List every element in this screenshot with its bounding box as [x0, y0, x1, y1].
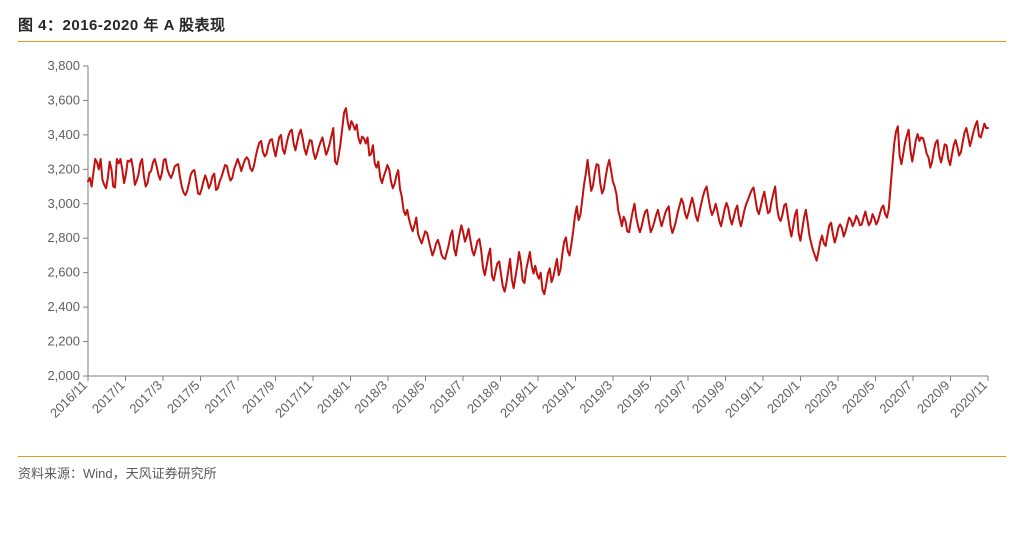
y-tick-label: 2,800	[47, 230, 80, 245]
footer-block: 资料来源：Wind，天风证券研究所	[18, 456, 1006, 483]
figure-container: 图 4：2016-2020 年 A 股表现 2,0002,2002,4002,6…	[0, 0, 1024, 533]
y-tick-label: 3,600	[47, 92, 80, 107]
y-tick-label: 3,200	[47, 161, 80, 176]
y-tick-label: 3,000	[47, 196, 80, 211]
chart-title: 图 4：2016-2020 年 A 股表现	[18, 17, 226, 34]
y-tick-label: 2,600	[47, 265, 80, 280]
y-tick-label: 3,400	[47, 127, 80, 142]
y-tick-label: 3,800	[47, 58, 80, 73]
source-caption: 资料来源：Wind，天风证券研究所	[18, 466, 217, 481]
title-block: 图 4：2016-2020 年 A 股表现	[18, 10, 1006, 48]
line-chart: 2,0002,2002,4002,6002,8003,0003,2003,400…	[18, 48, 1006, 448]
footer-rule	[18, 456, 1006, 457]
y-tick-label: 2,200	[47, 334, 80, 349]
chart-area: 2,0002,2002,4002,6002,8003,0003,2003,400…	[18, 48, 1006, 448]
y-tick-label: 2,400	[47, 299, 80, 314]
title-rule	[18, 41, 1006, 42]
